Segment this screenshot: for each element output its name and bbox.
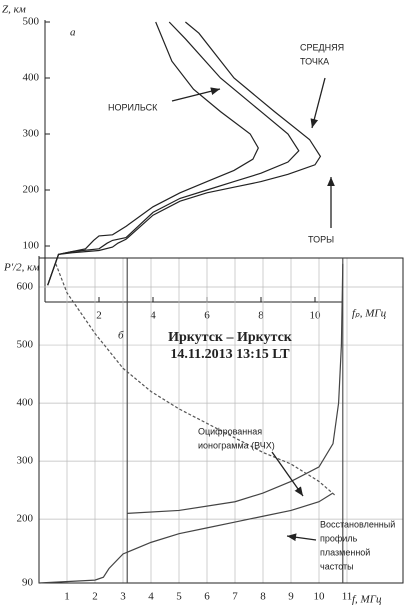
- annotation: профиль: [320, 533, 358, 543]
- annotation: плазменной: [320, 547, 370, 557]
- x-tick-label: 2: [96, 310, 102, 322]
- panel-label: б: [118, 330, 124, 342]
- y-tick-label: 400: [23, 72, 40, 84]
- annotation: НОРИЛЬСК: [108, 102, 158, 112]
- annotation: ТОЧКА: [300, 56, 329, 66]
- annotation: СРЕДНЯЯ: [300, 42, 344, 52]
- x-tick-label: 4: [150, 310, 156, 322]
- y-tick-label: 600: [17, 281, 34, 293]
- annotation: Оцифрованная: [198, 426, 262, 436]
- x-tick-label: 6: [204, 591, 210, 603]
- x-axis-label: fₚ, МГц: [352, 308, 387, 320]
- x-axis-label: f, МГц: [352, 594, 382, 606]
- x-tick-label: 10: [314, 591, 326, 603]
- chart-subtitle: 14.11.2013 13:15 LT: [170, 347, 290, 362]
- chart-title: Иркутск – Иркутск: [168, 330, 293, 345]
- x-tick-label: 9: [288, 591, 294, 603]
- x-tick-label: 8: [258, 310, 264, 322]
- x-tick-label: 1: [64, 591, 70, 603]
- y-tick-label: 300: [17, 455, 34, 467]
- line-series: [47, 21, 322, 286]
- line-series: [47, 21, 259, 286]
- annotation: Восстановленный: [320, 519, 395, 529]
- x-tick-label: 10: [310, 310, 322, 322]
- y-tick-label: 500: [23, 16, 40, 28]
- annotation: ионограмма (ВЧХ): [198, 440, 275, 450]
- y-tick-label: 400: [17, 397, 34, 409]
- y-tick-label: 200: [23, 184, 40, 196]
- y-axis-label: Z, км: [2, 4, 26, 16]
- arrows: [171, 77, 335, 542]
- annotation: ТОРЫ: [308, 234, 334, 244]
- arrow: [286, 533, 317, 542]
- y-tick-label: 90: [22, 577, 34, 589]
- x-tick-label: 8: [260, 591, 266, 603]
- arrow: [171, 87, 221, 102]
- x-tick-label: 2: [92, 591, 98, 603]
- line-series: [55, 263, 337, 497]
- line-series: [127, 263, 344, 514]
- line-series: [47, 21, 300, 286]
- y-tick-label: 300: [23, 128, 40, 140]
- arrow: [310, 77, 326, 129]
- y-tick-label: 500: [17, 339, 34, 351]
- x-tick-label: 11: [342, 591, 353, 603]
- annotation: частоты: [320, 561, 354, 571]
- y-axis-label: P′/2, км: [3, 262, 39, 274]
- y-tick-label: 200: [17, 513, 34, 525]
- x-tick-label: 4: [148, 591, 154, 603]
- x-tick-label: 3: [120, 591, 126, 603]
- panel-label: а: [70, 27, 76, 39]
- x-tick-label: 7: [232, 591, 238, 603]
- y-tick-label: 100: [23, 240, 40, 252]
- x-tick-label: 5: [176, 591, 182, 603]
- arrow: [271, 451, 304, 497]
- frame: [38, 257, 404, 584]
- line-series: [38, 492, 334, 584]
